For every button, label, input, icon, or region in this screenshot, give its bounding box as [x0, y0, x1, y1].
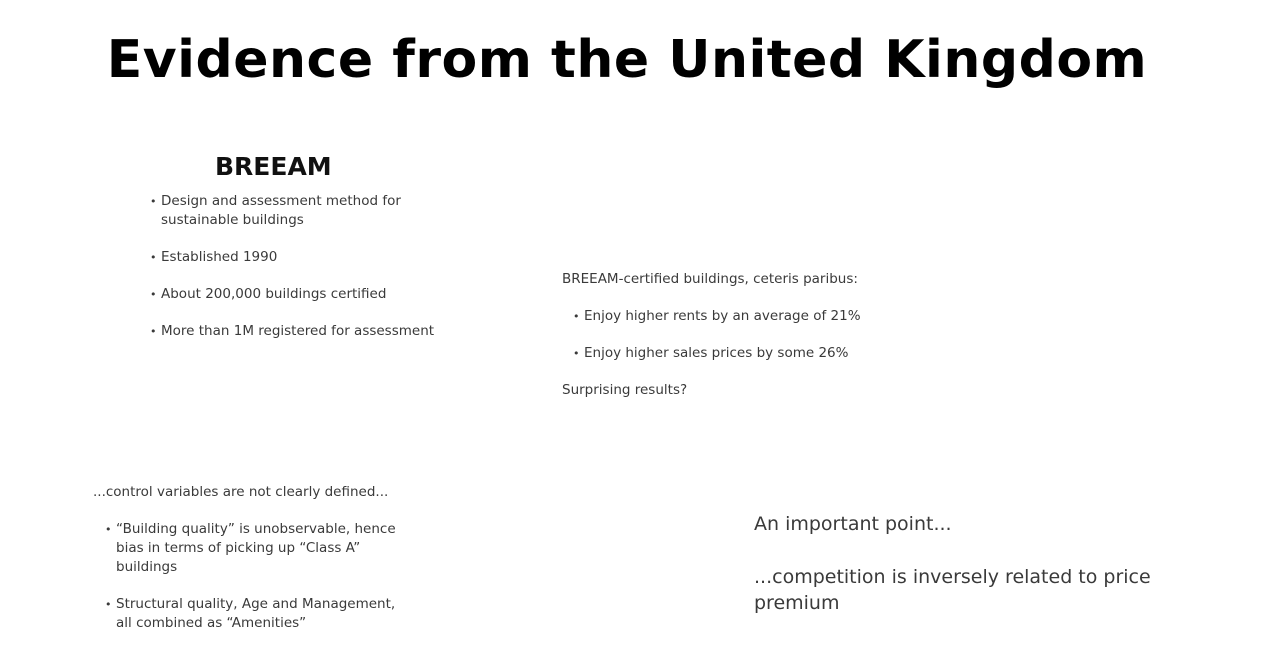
critique-section: ...control variables are not clearly def…	[93, 483, 423, 651]
results-section: BREEAM-certified buildings, ceteris pari…	[562, 270, 882, 400]
critique-bullet-list: “Building quality” is unobservable, henc…	[105, 520, 423, 633]
breeam-bullet-item: Established 1990	[150, 248, 450, 267]
breeam-bullet-item: More than 1M registered for assessment	[150, 322, 450, 341]
results-bullet-item: Enjoy higher sales prices by some 26%	[573, 344, 882, 363]
important-point-text: ...competition is inversely related to p…	[754, 566, 1151, 614]
critique-bullet-item: Structural quality, Age and Management, …	[105, 595, 406, 633]
slide-title: Evidence from the United Kingdom	[106, 30, 1148, 90]
results-bullet-item: Enjoy higher rents by an average of 21%	[573, 307, 882, 326]
critique-bullet-item: “Building quality” is unobservable, henc…	[105, 520, 416, 577]
breeam-bullet-list: Design and assessment method for sustain…	[150, 192, 450, 341]
breeam-section: BREEAM Design and assessment method for …	[150, 150, 450, 359]
critique-intro: ...control variables are not clearly def…	[93, 484, 389, 500]
breeam-bullet-item: Design and assessment method for sustain…	[150, 192, 401, 230]
breeam-heading: BREEAM	[215, 152, 332, 181]
important-point-heading: An important point...	[754, 513, 952, 535]
breeam-bullet-item: About 200,000 buildings certified	[150, 285, 450, 304]
important-point-section: An important point... ...competition is …	[754, 511, 1164, 616]
results-bullet-list: Enjoy higher rents by an average of 21% …	[573, 307, 882, 363]
results-intro: BREEAM-certified buildings, ceteris pari…	[562, 271, 858, 287]
results-question: Surprising results?	[562, 382, 688, 398]
